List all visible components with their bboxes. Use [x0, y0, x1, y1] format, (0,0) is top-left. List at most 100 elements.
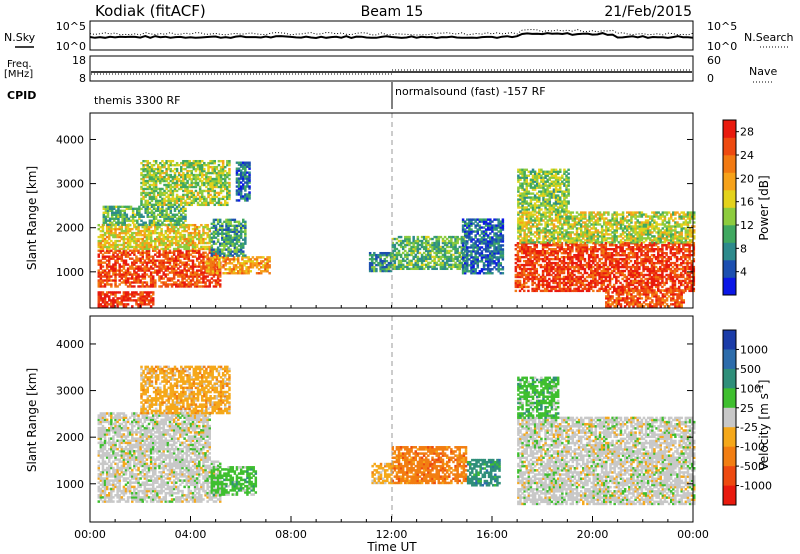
power-cell [208, 281, 211, 284]
power-cell [416, 263, 420, 267]
power-cell [450, 249, 453, 253]
power-cell [205, 272, 209, 275]
power-cell [615, 287, 618, 291]
power-cell [170, 277, 174, 280]
power-cell [175, 167, 179, 171]
power-cell [208, 279, 211, 282]
power-cell [589, 265, 593, 269]
power-cell [102, 221, 106, 224]
power-cell [190, 199, 193, 203]
power-cell [393, 257, 397, 261]
power-cell [581, 265, 585, 269]
power-cell [585, 275, 589, 279]
power-cell [450, 257, 453, 261]
power-cell [233, 220, 237, 224]
power-cell [190, 195, 193, 199]
power-cell [397, 267, 401, 271]
power-cell [167, 165, 170, 169]
power-cell [466, 234, 469, 237]
power-cell [192, 177, 196, 181]
power-cell [648, 255, 652, 259]
power-cell [541, 273, 545, 277]
power-cell [146, 179, 150, 183]
power-cell [577, 275, 580, 279]
power-cell [187, 277, 191, 280]
power-cell [233, 238, 237, 241]
power-cell [621, 287, 624, 291]
power-cell [577, 271, 580, 275]
power-cell [489, 238, 492, 241]
power-cell [497, 240, 500, 243]
power-cell [598, 244, 601, 247]
power-cell [169, 191, 173, 195]
power-cell [541, 259, 545, 263]
power-cell [146, 167, 150, 171]
power-cell [191, 223, 195, 227]
power-cell [233, 224, 237, 228]
power-cell [221, 250, 224, 253]
power-cell [99, 243, 103, 247]
power-cell [141, 253, 144, 256]
power-cell [520, 287, 524, 291]
power-cell [175, 195, 179, 199]
power-cell [577, 249, 580, 253]
power-cell [529, 248, 532, 251]
power-cell [206, 227, 209, 231]
power-cell [164, 235, 168, 239]
power-cell [167, 193, 170, 197]
power-cell [650, 275, 654, 279]
power-cell [205, 199, 208, 203]
power-cell [468, 226, 471, 229]
power-cell [497, 222, 500, 225]
power-cell [619, 271, 622, 275]
power-cell [137, 257, 140, 260]
power-cell [127, 207, 131, 211]
power-cell [147, 241, 151, 245]
power-cell [482, 240, 486, 243]
power-cell [520, 283, 524, 287]
power-cell [97, 261, 101, 264]
power-cell [200, 175, 204, 179]
power-cell [472, 238, 475, 241]
power-cell [177, 221, 181, 224]
power-cell [602, 244, 606, 247]
power-cell [437, 257, 441, 261]
power-cell [214, 271, 218, 274]
power-cell [209, 185, 212, 189]
power-cell [391, 241, 394, 245]
power-cell [221, 189, 225, 193]
power-cell [418, 265, 422, 269]
power-cell [116, 269, 119, 272]
power-cell [489, 232, 492, 235]
power-cell [535, 246, 539, 249]
power-cell [577, 279, 580, 283]
power-cell [429, 251, 432, 255]
power-cell [516, 271, 520, 275]
power-cell [126, 281, 130, 284]
power-cell [654, 265, 658, 269]
power-cell [150, 187, 154, 191]
power-cell [139, 267, 142, 270]
power-cell [237, 169, 241, 172]
power-cell [594, 269, 597, 273]
power-cell [393, 261, 397, 265]
station-title: Kodiak (fitACF) [95, 2, 206, 20]
power-cell [192, 161, 196, 165]
power-cell [173, 187, 177, 191]
power-cell [167, 195, 170, 199]
power-cell [401, 265, 405, 269]
power-cell [585, 287, 589, 291]
power-cell [550, 251, 553, 255]
power-cell [150, 191, 154, 195]
power-cell [499, 272, 503, 275]
power-cell [190, 173, 193, 177]
power-cell [640, 279, 643, 283]
power-cell [592, 248, 595, 251]
power-cell [142, 165, 145, 169]
power-cell [497, 262, 500, 265]
power-cell [650, 279, 654, 283]
power-cell [152, 173, 156, 177]
power-cell [105, 225, 109, 229]
power-cell [598, 271, 601, 275]
power-cell [456, 241, 459, 245]
